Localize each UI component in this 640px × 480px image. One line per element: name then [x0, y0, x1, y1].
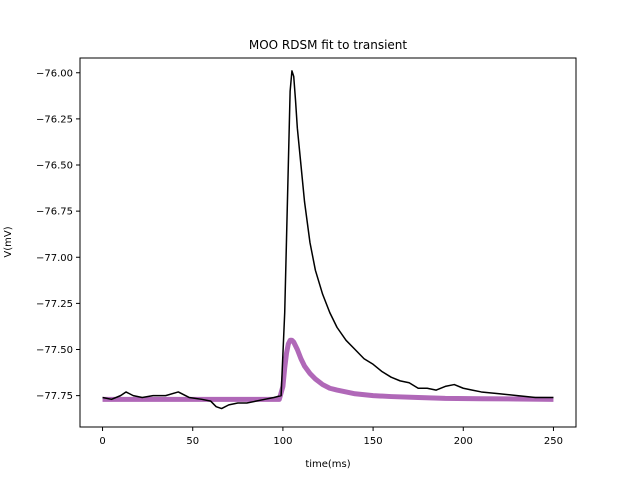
fit-series-line: [102, 337, 554, 402]
x-axis: 0 50 100 150 200 250: [99, 427, 563, 447]
y-tick-label: −76.00: [36, 68, 73, 79]
x-tick-label: 100: [273, 436, 292, 447]
x-tick-label: 50: [186, 436, 199, 447]
x-tick-label: 150: [364, 436, 383, 447]
x-axis-label: time(ms): [305, 459, 350, 470]
x-tick-label: 200: [454, 436, 473, 447]
axes-frame: [79, 57, 577, 428]
x-tick-label: 250: [544, 436, 563, 447]
y-axis-label: V(mV): [3, 226, 14, 257]
y-tick-label: −76.25: [36, 114, 73, 125]
transient-series-line: [102, 70, 554, 410]
x-tick-label: 0: [99, 436, 105, 447]
y-tick-label: −77.00: [36, 253, 73, 264]
chart-title: MOO RDSM fit to transient: [249, 38, 408, 52]
y-tick-label: −77.25: [36, 299, 73, 310]
y-tick-label: −76.50: [36, 161, 73, 172]
y-tick-label: −77.75: [36, 391, 73, 402]
y-tick-label: −76.75: [36, 207, 73, 218]
plot-area: [102, 70, 554, 410]
y-tick-label: −77.50: [36, 345, 73, 356]
y-axis: −76.00 −76.25 −76.50 −76.75 −77.00 −77.25 −77.…: [36, 68, 80, 402]
